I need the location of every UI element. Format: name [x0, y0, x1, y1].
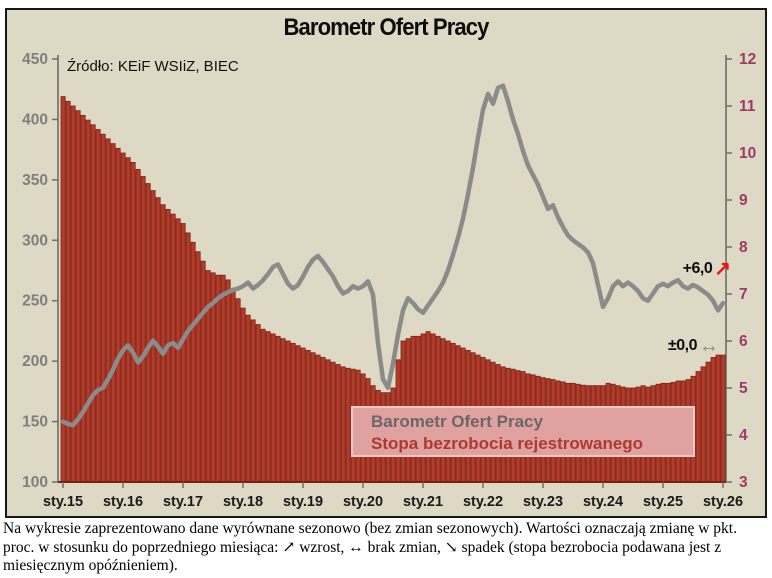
footnote-caption: Na wykresie zaprezentowano dane wyrównan… [3, 520, 737, 575]
line-change-value: +6,0 [682, 260, 713, 277]
svg-text:11: 11 [739, 98, 756, 115]
legend-box: Barometr Ofert Pracy Stopa bezrobocia re… [351, 406, 695, 457]
svg-text:4: 4 [739, 427, 748, 444]
legend-line-series: Barometr Ofert Pracy [371, 412, 543, 431]
svg-text:sty.19: sty.19 [283, 494, 323, 510]
svg-text:sty.23: sty.23 [523, 494, 563, 510]
svg-text:250: 250 [22, 293, 48, 310]
up-arrow-icon: ↗ [714, 258, 731, 280]
svg-text:300: 300 [22, 232, 48, 249]
svg-text:sty.24: sty.24 [583, 494, 623, 510]
svg-text:350: 350 [22, 172, 48, 189]
chart-title: Barometr Ofert Pracy [283, 14, 490, 41]
left-right-arrow-icon: ↔ [699, 335, 719, 357]
svg-text:9: 9 [739, 192, 748, 209]
svg-text:100: 100 [22, 474, 48, 491]
source-label: Źródło: KEiF WSIiZ, BIEC [67, 58, 239, 75]
svg-text:sty.17: sty.17 [163, 494, 203, 510]
bar-change-annotation: ±0,0 ↔ [607, 335, 719, 357]
svg-text:sty.15: sty.15 [43, 494, 83, 510]
svg-text:400: 400 [22, 111, 48, 128]
legend-bar-series: Stopa bezrobocia rejestrowanego [371, 434, 644, 453]
bar-change-value: ±0,0 [667, 337, 698, 354]
svg-text:150: 150 [22, 414, 48, 431]
line-change-annotation: +6,0 ↗ [619, 258, 731, 280]
svg-text:10: 10 [739, 145, 756, 162]
svg-text:sty.16: sty.16 [103, 494, 143, 510]
svg-text:sty.18: sty.18 [223, 494, 263, 510]
svg-text:200: 200 [22, 353, 48, 370]
svg-text:12: 12 [739, 51, 756, 68]
svg-text:sty.26: sty.26 [703, 494, 743, 510]
svg-text:450: 450 [22, 51, 48, 68]
svg-text:sty.22: sty.22 [463, 494, 503, 510]
svg-text:sty.21: sty.21 [403, 494, 443, 510]
svg-text:3: 3 [739, 474, 748, 491]
svg-text:sty.20: sty.20 [343, 494, 383, 510]
svg-text:5: 5 [739, 380, 748, 397]
svg-text:8: 8 [739, 239, 748, 256]
chart-frame: Barometr Ofert Pracy Źródło: KEiF WSIiZ,… [5, 8, 767, 518]
svg-text:sty.25: sty.25 [643, 494, 683, 510]
svg-text:7: 7 [739, 286, 748, 303]
svg-text:6: 6 [739, 333, 748, 350]
